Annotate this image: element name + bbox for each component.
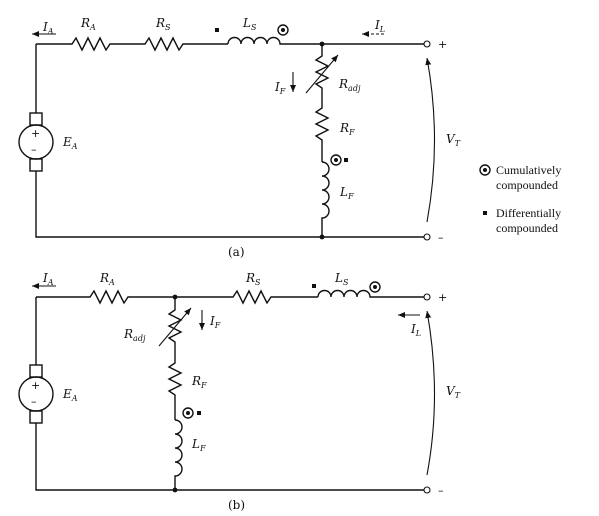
terminal-minus[interactable]: [423, 233, 431, 241]
armature-minus-sign: –: [31, 395, 37, 408]
label-ia: IA: [42, 20, 54, 36]
series-field-inductor-ls: [317, 289, 424, 298]
legend: Cumulatively compounded Differentially c…: [479, 163, 561, 235]
label-vt: VT: [446, 132, 461, 148]
label-if: IF: [274, 80, 286, 96]
shunt-field-inductor-lf: [321, 161, 330, 237]
label-vt: VT: [446, 384, 461, 400]
armature-brush-top: [29, 112, 43, 126]
armature-brush-bottom: [29, 410, 43, 424]
vt-arrow: [425, 57, 436, 223]
ls-cumulative-dot: [369, 281, 381, 293]
terminal-minus-label: –: [438, 231, 444, 244]
lf-cumulative-dot: [330, 154, 342, 166]
label-il: IL: [374, 18, 385, 34]
series-field-inductor-ls: [227, 36, 424, 45]
label-rf: RF: [339, 121, 355, 137]
lf-differential-square: [344, 158, 348, 162]
legend-differential-line1: Differentially: [496, 206, 561, 220]
ls-differential-square: [215, 28, 219, 32]
circuit-b: + – + – IA RA RS LS IL IF Radj RF LF: [18, 271, 461, 512]
armature-minus-sign: –: [31, 143, 37, 156]
caption-b: (b): [228, 498, 245, 512]
lf-cumulative-dot: [182, 407, 194, 419]
armature-plus-sign: +: [31, 127, 40, 140]
legend-cumulative-line1: Cumulatively: [496, 163, 561, 177]
top-wire: [36, 36, 228, 52]
terminal-plus-label: +: [438, 38, 447, 51]
label-rs: RS: [155, 16, 171, 32]
shunt-branch-wire: [167, 297, 183, 420]
label-ra: RA: [99, 271, 115, 287]
vt-arrow: [425, 310, 436, 476]
label-radj: Radj: [123, 327, 146, 343]
label-ra: RA: [80, 16, 96, 32]
top-wire: [36, 289, 318, 305]
label-ls: LS: [334, 271, 349, 287]
legend-differential-line2: compounded: [496, 221, 558, 235]
label-ea: EA: [62, 135, 78, 151]
label-ea: EA: [62, 387, 78, 403]
radj-adjust-arrow: [158, 307, 192, 347]
armature-plus-sign: +: [31, 379, 40, 392]
armature-brush-top: [29, 364, 43, 378]
label-lf: LF: [339, 185, 354, 201]
left-wire-lower: [35, 171, 424, 238]
terminal-minus[interactable]: [423, 486, 431, 494]
legend-cumulative-symbol: [479, 164, 491, 176]
armature-brush-bottom: [29, 158, 43, 172]
circuit-a: + – + – IA RA RS LS IL: [18, 16, 461, 259]
terminal-minus-label: –: [438, 484, 444, 497]
shunt-field-inductor-lf: [174, 419, 183, 490]
label-rf: RF: [191, 374, 207, 390]
label-lf: LF: [191, 437, 206, 453]
caption-a: (a): [228, 245, 245, 259]
left-wire-lower: [35, 423, 424, 491]
ls-differential-square: [312, 284, 316, 288]
shunt-branch-wire: [314, 44, 330, 162]
terminal-plus[interactable]: [423, 293, 431, 301]
label-radj: Radj: [338, 77, 361, 93]
terminal-plus[interactable]: [423, 40, 431, 48]
label-rs: RS: [245, 271, 261, 287]
label-ia: IA: [42, 271, 54, 287]
legend-cumulative-line2: compounded: [496, 178, 558, 192]
label-ls: LS: [242, 16, 257, 32]
label-if: IF: [209, 314, 221, 330]
ls-cumulative-dot: [277, 24, 289, 36]
legend-differential-symbol: [483, 211, 487, 215]
lf-differential-square: [197, 411, 201, 415]
terminal-plus-label: +: [438, 291, 447, 304]
label-il: IL: [410, 322, 421, 338]
radj-adjust-arrow: [305, 54, 339, 94]
